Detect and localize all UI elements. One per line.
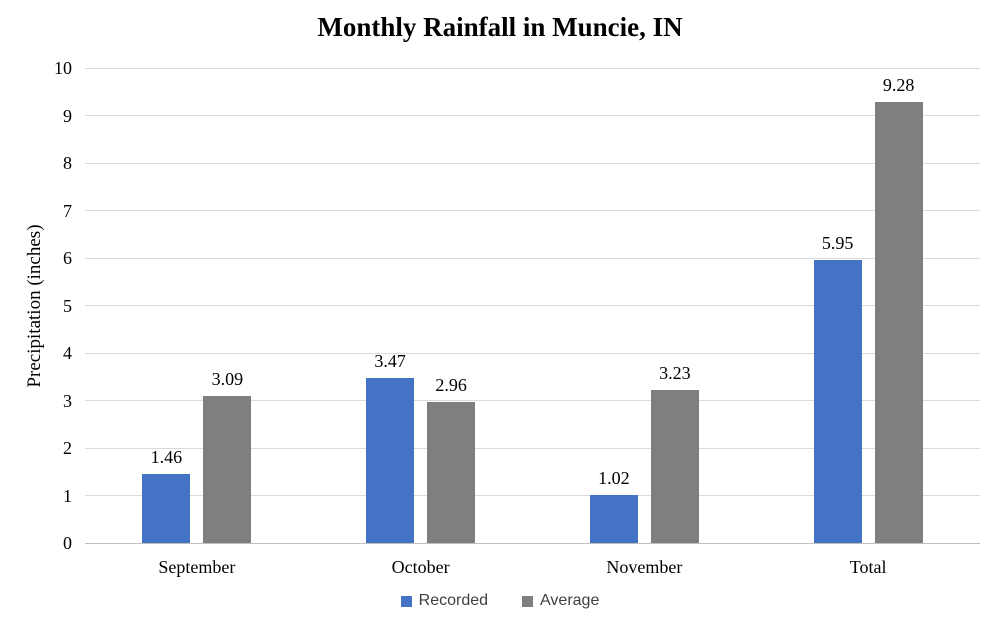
legend-swatch-icon — [522, 595, 534, 607]
legend: Recorded Average — [0, 592, 1000, 610]
plot-area: 1.46 3.09 3.47 2.96 1.02 3.23 5.95 9.28 — [85, 67, 980, 544]
bar-recorded-november — [589, 494, 638, 543]
bar-value-label: 5.95 — [821, 233, 854, 254]
bar-value-label: 3.47 — [374, 351, 406, 372]
x-tick-label: October — [391, 557, 450, 577]
bar-value-label: 1.02 — [598, 467, 630, 488]
gridline — [85, 115, 980, 116]
bar-average-october — [427, 402, 476, 543]
gridline — [85, 305, 980, 306]
x-tick-label: Total — [849, 557, 887, 577]
gridline — [85, 67, 980, 69]
y-tick-label: 6 — [63, 248, 72, 268]
y-tick-label: 4 — [63, 343, 72, 363]
bar-average-september — [203, 396, 252, 543]
y-tick-label: 9 — [63, 105, 72, 126]
x-axis-line — [85, 542, 980, 544]
y-tick-label: 0 — [63, 533, 72, 553]
gridline — [85, 495, 980, 496]
bar-value-label: 1.46 — [150, 446, 183, 467]
gridline — [85, 162, 980, 164]
bar-recorded-total — [813, 260, 862, 543]
gridline — [85, 447, 980, 449]
bar-recorded-september — [142, 473, 191, 543]
y-tick-label: 10 — [54, 58, 72, 78]
bar-value-label: 2.96 — [435, 375, 467, 396]
x-tick-label: September — [158, 557, 236, 577]
y-tick-label: 5 — [63, 295, 72, 316]
gridline — [85, 210, 980, 211]
legend-label: Recorded — [418, 592, 489, 609]
bar-value-label: 3.09 — [211, 369, 244, 390]
y-tick-label: 2 — [63, 438, 72, 458]
gridline — [85, 257, 980, 259]
gridline — [85, 352, 980, 354]
y-tick-label: 8 — [63, 153, 72, 173]
y-tick-label: 7 — [63, 200, 72, 221]
y-tick-label: 3 — [63, 390, 72, 411]
legend-item-recorded: Recorded — [400, 592, 489, 610]
bar-value-label: 3.23 — [659, 362, 691, 383]
bar-value-label: 9.28 — [882, 75, 915, 96]
bar-average-november — [650, 389, 699, 543]
bar-recorded-october — [366, 378, 415, 543]
legend-item-average: Average — [522, 592, 599, 610]
y-tick-label: 1 — [63, 485, 72, 506]
chart-title: Monthly Rainfall in Muncie, IN — [317, 12, 683, 42]
bar-average-total — [874, 102, 923, 543]
x-tick-label: November — [606, 557, 683, 577]
legend-label: Average — [540, 592, 600, 609]
legend-swatch-icon — [400, 595, 412, 607]
gridline — [85, 400, 980, 401]
